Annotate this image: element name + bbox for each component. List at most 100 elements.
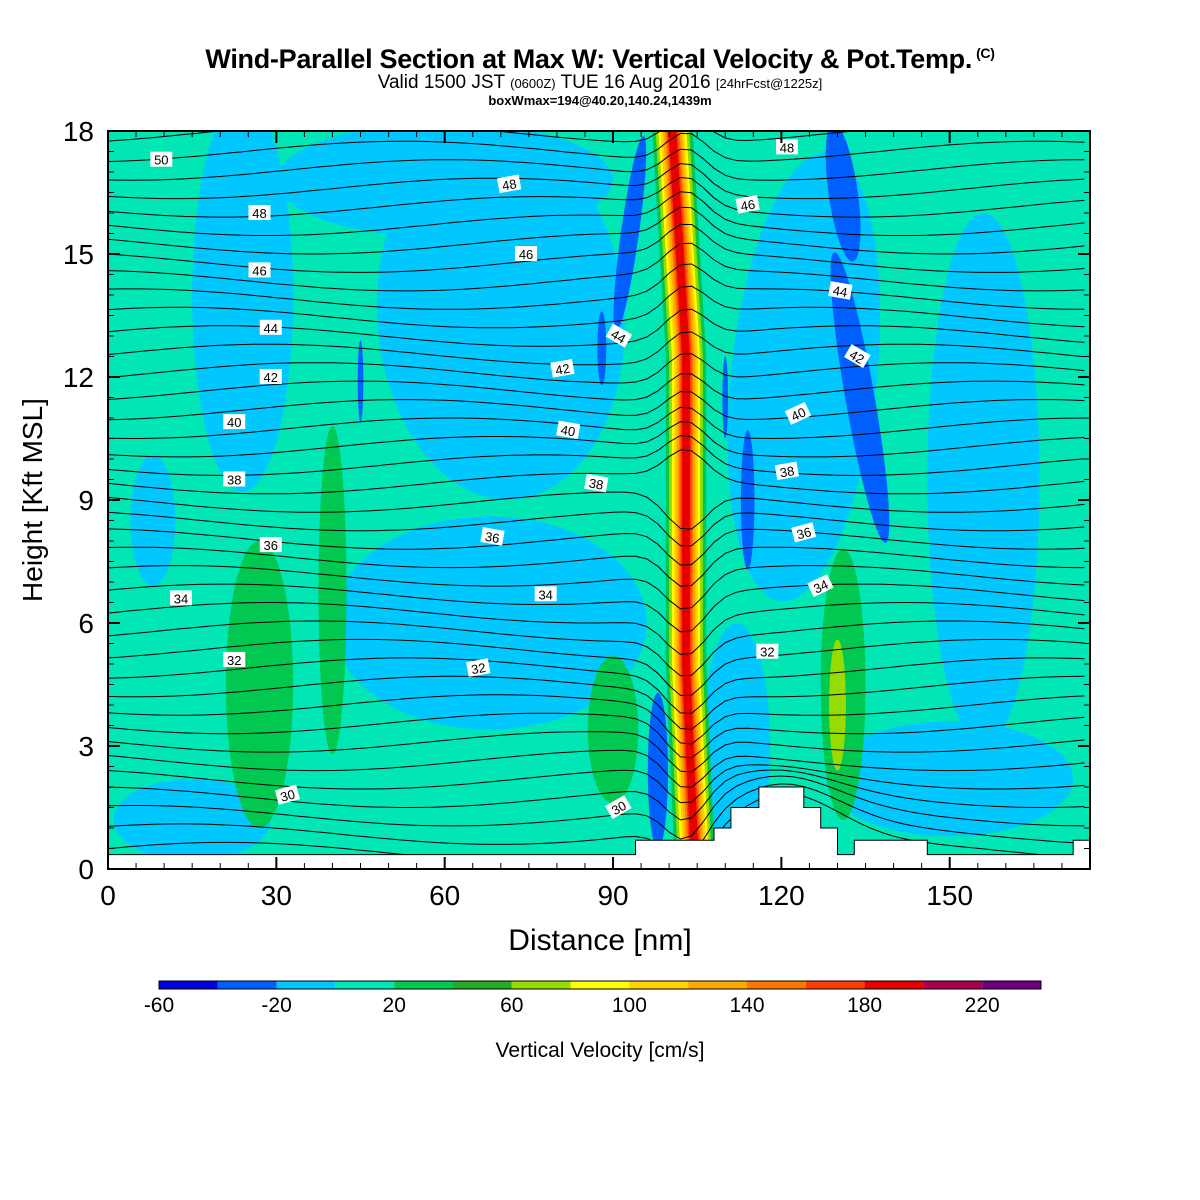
- x-tick-label: 120: [758, 880, 805, 911]
- y-tick-label: 0: [78, 854, 94, 885]
- velocity-fill-layer: [108, 131, 1090, 869]
- theta-contour: [108, 242, 1085, 292]
- fill-region: [597, 311, 607, 386]
- fill-region: [722, 356, 729, 439]
- fill-region: [130, 454, 176, 587]
- theta-contour: [108, 546, 1085, 587]
- contour-label-box: [605, 323, 633, 348]
- colorbar-swatch: [335, 981, 395, 989]
- colorbar-swatch: [747, 981, 806, 989]
- contour-label: 34: [169, 590, 192, 606]
- colorbar-tick-label: -20: [261, 994, 291, 1017]
- contour-label-box: [259, 319, 282, 335]
- colorbar-swatch: [159, 981, 218, 989]
- contour-label: 48: [248, 205, 271, 221]
- contour-label-box: [248, 262, 271, 278]
- contour-label-box: [791, 522, 817, 543]
- contour-label: 42: [844, 344, 871, 369]
- x-tick-label: 0: [100, 880, 116, 911]
- colorbar-swatch: [217, 981, 277, 989]
- contour-label-box: [259, 369, 282, 384]
- colorbar-swatch: [805, 981, 865, 989]
- theta-contour: [108, 435, 1085, 476]
- theta-contour: [108, 206, 1085, 255]
- contour-label: 40: [223, 414, 246, 430]
- contour-label-text: 48: [252, 206, 266, 221]
- contour-label-text: 42: [263, 370, 277, 385]
- theta-contour: [108, 775, 1085, 840]
- colorbar-tick-label: 60: [500, 994, 523, 1017]
- contour-label: 34: [534, 586, 557, 602]
- contour-label: 46: [735, 195, 760, 214]
- colorbar: -60 -20 20 60 100 140 180 220: [144, 980, 1042, 1017]
- x-tick-label: 30: [261, 880, 292, 911]
- fill-region: [332, 516, 647, 730]
- theta-contour: [108, 764, 1085, 804]
- contour-label-text: 30: [279, 787, 297, 805]
- contour-label: 44: [828, 281, 853, 300]
- colorbar-swatch: [982, 981, 1041, 989]
- theta-contour: [108, 176, 1085, 218]
- contour-label: 32: [756, 643, 779, 660]
- theta-contour: [108, 406, 1085, 440]
- contour-label-box: [515, 246, 538, 261]
- contour-label: 38: [223, 471, 246, 488]
- x-tick-label: 90: [597, 880, 628, 911]
- contour-label-box: [480, 527, 505, 546]
- contour-label-box: [735, 195, 760, 214]
- contour-label-text: 36: [484, 529, 501, 546]
- theta-contour: [108, 353, 1085, 384]
- contour-label-text: 48: [780, 140, 794, 155]
- theta-contour: [108, 263, 1085, 310]
- contour-label-box: [756, 643, 779, 659]
- colorbar-label: Vertical Velocity [cm/s]: [496, 1039, 705, 1062]
- theta-contour: [108, 191, 1085, 236]
- contour-label-text: 44: [832, 283, 849, 300]
- colorbar-swatch: [511, 981, 571, 989]
- colorbar-swatch: [923, 981, 983, 989]
- fill-region: [825, 131, 861, 262]
- contour-label-box: [584, 473, 609, 493]
- theta-contour: [108, 620, 1085, 677]
- contour-label: 30: [605, 795, 632, 820]
- x-axis-label: Distance [nm]: [508, 924, 691, 957]
- theta-contour: [108, 511, 1085, 547]
- fill-region: [276, 131, 613, 238]
- chart-subtitle-2: boxWmax=194@40.20,140.24,1439m: [488, 93, 712, 108]
- contour-label-layer: 50 48 48 48 46 46 46 44 44 44 42 42 42 40 40 40 38 38 38 36…: [150, 139, 871, 820]
- contour-label-text: 40: [789, 404, 808, 424]
- fill-region: [192, 131, 294, 492]
- contour-label-text: 34: [538, 587, 552, 602]
- contour-label-text: 36: [795, 524, 813, 542]
- colorbar-frame: [158, 980, 1042, 990]
- x-tick-label: 60: [429, 880, 460, 911]
- theta-contour: [108, 769, 1085, 821]
- contour-label-text: 46: [252, 263, 266, 278]
- contour-label: 50: [150, 151, 173, 168]
- contour-label-box: [466, 658, 491, 677]
- colorbar-tick-label: 140: [729, 994, 764, 1017]
- theta-contour: [108, 449, 1085, 495]
- y-tick-label: 12: [63, 362, 94, 393]
- colorbar-tick-label: -60: [144, 994, 174, 1017]
- fill-region: [829, 639, 846, 771]
- theta-contour: [108, 132, 1085, 162]
- theta-contour: [108, 731, 1085, 773]
- colorbar-swatch: [629, 981, 689, 989]
- contour-label-text: 34: [174, 591, 188, 606]
- contour-label-box: [828, 281, 853, 300]
- contour-label-box: [259, 537, 282, 553]
- contour-label: 38: [584, 473, 609, 493]
- fill-region: [587, 655, 639, 804]
- theta-contour: [108, 421, 1085, 458]
- fill-region: [740, 430, 755, 570]
- contour-label: 44: [259, 319, 282, 336]
- contour-label-box: [605, 795, 632, 820]
- terrain-mask: [107, 786, 1091, 870]
- theta-contour: [108, 373, 1085, 401]
- colorbar-tick-label: 100: [612, 994, 647, 1017]
- contour-label: 30: [274, 784, 301, 805]
- theta-contour: [108, 285, 1085, 329]
- contour-label-box: [223, 414, 246, 430]
